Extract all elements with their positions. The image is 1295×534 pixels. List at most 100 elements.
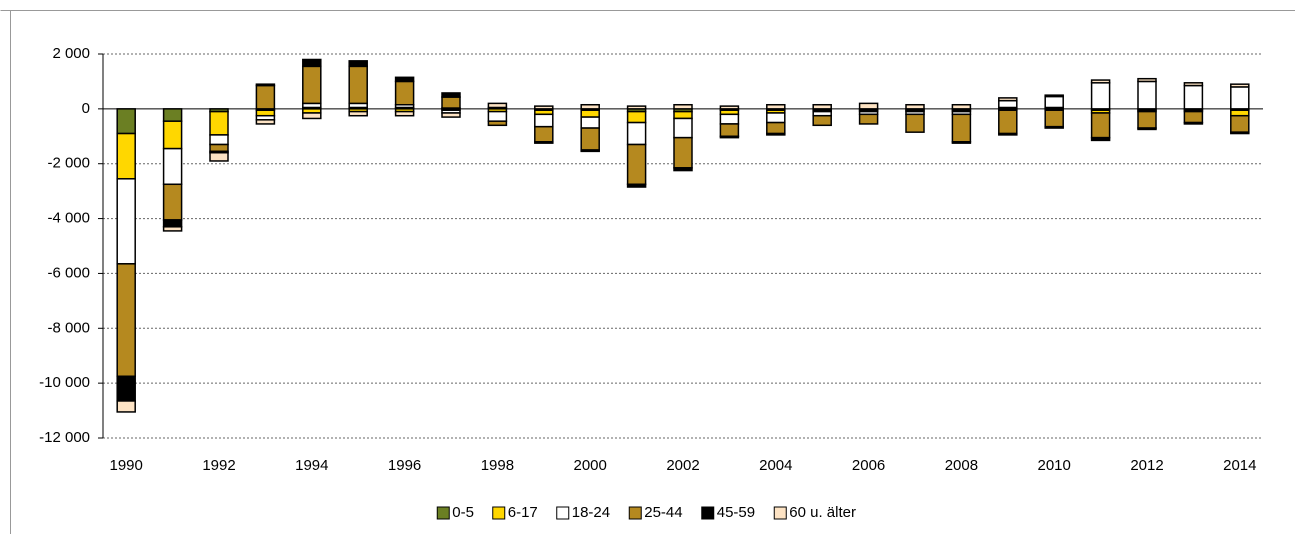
bar-segment: [998, 97, 1018, 102]
bar-segment: [951, 103, 972, 110]
bar-segment: [858, 102, 879, 110]
x-tick-label: 1998: [481, 457, 514, 474]
bar-segment: [766, 121, 786, 135]
legend-swatch: [701, 506, 715, 520]
bar-segment: [534, 125, 554, 143]
bar-segment: [1183, 110, 1204, 124]
bar-segment: [209, 151, 229, 162]
x-tick-label: 2006: [852, 457, 885, 474]
bar-segment: [394, 110, 415, 117]
bar-segment: [1183, 84, 1204, 110]
bar-segment: [1137, 127, 1157, 131]
bar-segment: [580, 116, 600, 129]
bar-segment: [348, 65, 368, 105]
bar-segment: [487, 120, 508, 127]
bar-segment: [673, 110, 693, 120]
bar-segment: [1044, 95, 1064, 109]
bar-segment: [580, 103, 600, 110]
bar-segment: [441, 96, 461, 109]
bar-segment: [673, 136, 693, 169]
bar-segment: [719, 113, 740, 125]
bar-segment: [1230, 131, 1250, 135]
bar-segment: [209, 110, 229, 136]
x-tick-label: 1990: [110, 457, 143, 474]
bar-segment: [534, 105, 554, 110]
bar-segment: [116, 108, 136, 135]
x-tick-label: 1994: [295, 457, 328, 474]
bar-segment: [534, 141, 554, 144]
legend-label: 18-24: [572, 504, 610, 521]
bar-segment: [580, 127, 600, 151]
bar-segment: [766, 103, 786, 110]
bar-segment: [1137, 77, 1157, 83]
bar-segment: [951, 113, 972, 143]
bar-segment: [162, 147, 183, 186]
bar-segment: [905, 103, 925, 110]
bar-segment: [1090, 79, 1111, 84]
legend-label: 25-44: [644, 504, 682, 521]
y-tick-label: -4 000: [47, 210, 90, 227]
bar-segment: [719, 123, 740, 138]
bar-segment: [255, 119, 276, 125]
bar-segment: [1230, 83, 1250, 88]
bar-segment: [1090, 82, 1111, 110]
bar-segment: [580, 109, 600, 118]
bar-segment: [1230, 114, 1250, 133]
bar-segment: [1044, 94, 1064, 98]
bar-segment: [858, 113, 879, 125]
bar-segment: [673, 103, 693, 110]
legend-swatch: [628, 506, 642, 520]
bar-segment: [162, 120, 183, 150]
bar-segment: [998, 99, 1018, 109]
y-tick-label: -6 000: [47, 264, 90, 281]
bar-segment: [1230, 86, 1250, 110]
bar-segment: [1137, 110, 1157, 129]
bar-segment: [626, 183, 647, 188]
bar-segment: [255, 84, 276, 110]
y-tick-label: -2 000: [47, 155, 90, 172]
bar-segment: [162, 226, 183, 232]
x-tick-label: 2010: [1038, 457, 1071, 474]
bar-segment: [348, 60, 368, 68]
x-tick-label: 2004: [759, 457, 792, 474]
bar-segment: [255, 83, 276, 87]
x-tick-label: 2000: [574, 457, 607, 474]
legend-label: 45-59: [717, 504, 755, 521]
bar-segment: [812, 114, 832, 127]
bar-segment: [441, 92, 461, 98]
bar-segment: [116, 178, 136, 265]
bar-segment: [626, 121, 647, 146]
bar-segment: [487, 110, 508, 122]
legend-swatch: [492, 506, 506, 520]
y-tick-label: -10 000: [39, 374, 90, 391]
x-tick-label: 2002: [666, 457, 699, 474]
bar-segment: [673, 167, 693, 172]
bar-segment: [719, 105, 740, 110]
bar-segment: [1090, 136, 1111, 142]
bar-segment: [162, 108, 183, 122]
y-tick-label: -8 000: [47, 319, 90, 336]
legend-label: 0-5: [452, 504, 474, 521]
bar-segment: [487, 102, 508, 109]
legend-swatch: [436, 506, 450, 520]
y-tick-label: 2 000: [52, 45, 90, 62]
bar-segment: [766, 132, 786, 136]
x-tick-label: 2012: [1130, 457, 1163, 474]
bar-segment: [302, 65, 322, 105]
bar-segment: [1183, 82, 1204, 87]
bar-segment: [116, 132, 136, 180]
bar-segment: [1044, 125, 1064, 129]
bar-segment: [302, 112, 322, 120]
bar-segment: [812, 103, 832, 110]
bar-segment: [209, 143, 229, 153]
bar-segment: [905, 113, 925, 133]
bar-segment: [162, 183, 183, 221]
bar-segment: [998, 132, 1018, 136]
bar-segment: [673, 117, 693, 139]
x-tick-label: 2008: [945, 457, 978, 474]
bar-segment: [626, 110, 647, 124]
y-tick-label: 0: [82, 100, 90, 117]
bar-segment: [719, 135, 740, 139]
x-tick-label: 2014: [1223, 457, 1256, 474]
x-tick-label: 1992: [202, 457, 235, 474]
